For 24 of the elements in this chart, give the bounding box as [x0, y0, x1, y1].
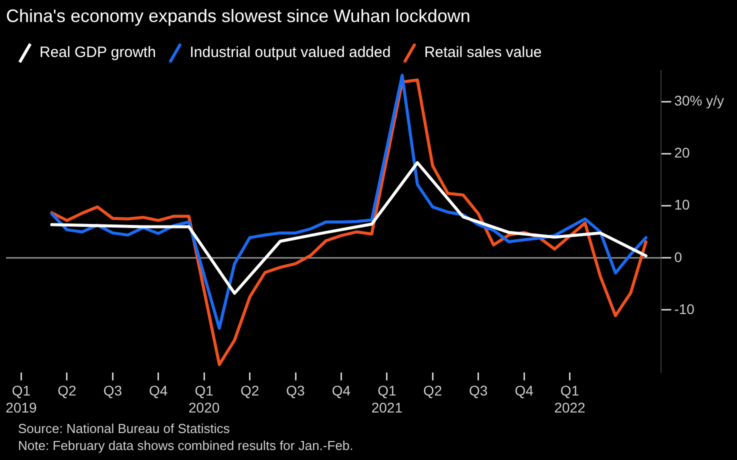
y-tick-label: -10	[674, 300, 695, 317]
x-tick-label: Q3	[469, 382, 488, 399]
text: Note: February data shows combined results for Jan.-Feb.	[18, 437, 354, 454]
y-tick-label: 20	[674, 144, 690, 161]
y-tick-label: 10	[674, 196, 690, 213]
y-tick-label: 30% y/y	[674, 92, 724, 109]
x-tick-label: Q2	[58, 382, 76, 399]
y-tick-label: 0	[674, 248, 682, 265]
x-tick-label: Q3	[103, 382, 122, 399]
chart-title: China's economy expands slowest since Wuhan lockdown	[6, 6, 470, 26]
x-tick-label: Q2	[423, 382, 442, 399]
legend-label: Industrial output valued added	[190, 44, 391, 62]
x-tick-label: Q1 2022	[554, 382, 586, 416]
x-tick-label: Q4	[149, 382, 168, 399]
x-tick-label: Q1 2021	[371, 382, 403, 416]
legend-label: Real GDP growth	[40, 44, 156, 62]
x-tick-label: Q4	[332, 382, 351, 399]
x-tick-label: Q1 2020	[188, 382, 220, 416]
x-tick-label: Q4	[514, 382, 534, 399]
x-tick-label: Q1 2019	[6, 382, 38, 416]
legend-label: Retail sales value	[424, 44, 542, 62]
source-note: Source: National Bureau of Statistics	[18, 420, 231, 437]
x-tick-label: Q2	[240, 382, 260, 399]
x-tick-label: Q3	[286, 382, 306, 399]
